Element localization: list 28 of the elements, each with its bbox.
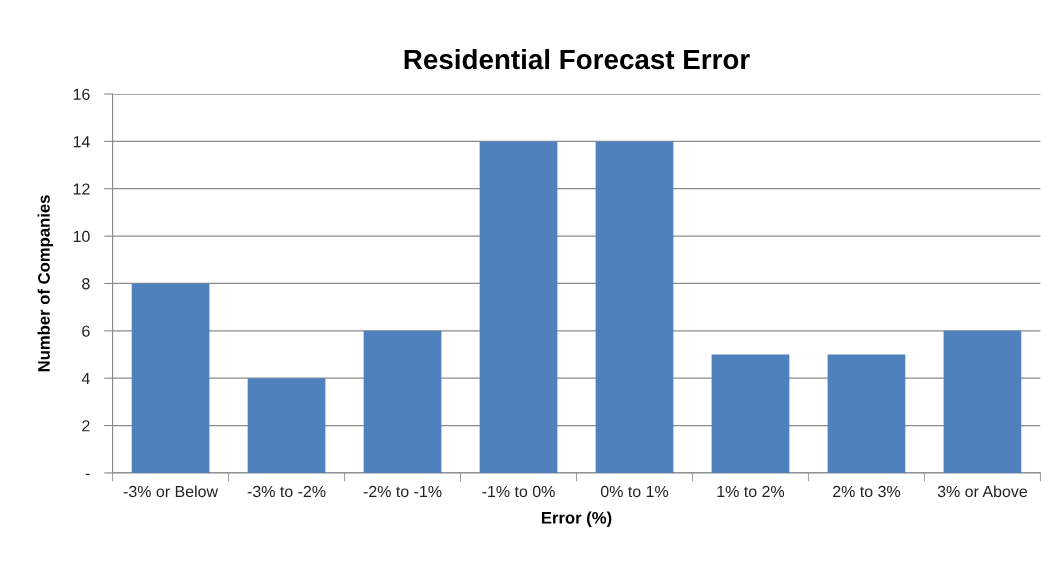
y-tick-label: 6 [82,325,90,337]
bar [711,354,790,473]
bar [131,283,210,473]
x-tick-label: -3% to -2% [247,485,326,498]
bar [595,141,674,473]
y-tick-label: 10 [73,230,90,243]
x-tick-label: -1% to 0% [482,485,555,498]
x-tick-label: -2% to -1% [363,485,442,498]
x-tick-label: 0% to 1% [600,485,669,498]
y-tick-label: 8 [82,278,90,290]
bar [363,330,442,473]
x-tick-label: 3% or Above [937,485,1028,498]
bar [479,141,558,473]
bar [943,330,1022,473]
y-tick-label: 2 [82,420,90,432]
y-tick-label: 16 [73,88,90,100]
x-tick-label: 1% to 2% [717,485,785,498]
y-tick-label: 4 [81,372,90,384]
y-tick-label: - [85,473,90,476]
bar [247,378,326,473]
y-tick-label: 12 [73,183,90,195]
chart-title: Residential Forecast Error [404,48,750,70]
y-tick-label: 14 [73,136,90,148]
x-tick-label: -3% or Below [123,485,219,498]
x-axis-title: Error (%) [541,511,612,527]
x-tick-label: 2% to 3% [833,485,901,498]
bar [827,354,906,473]
y-axis-title: Number of Companies [37,195,54,372]
